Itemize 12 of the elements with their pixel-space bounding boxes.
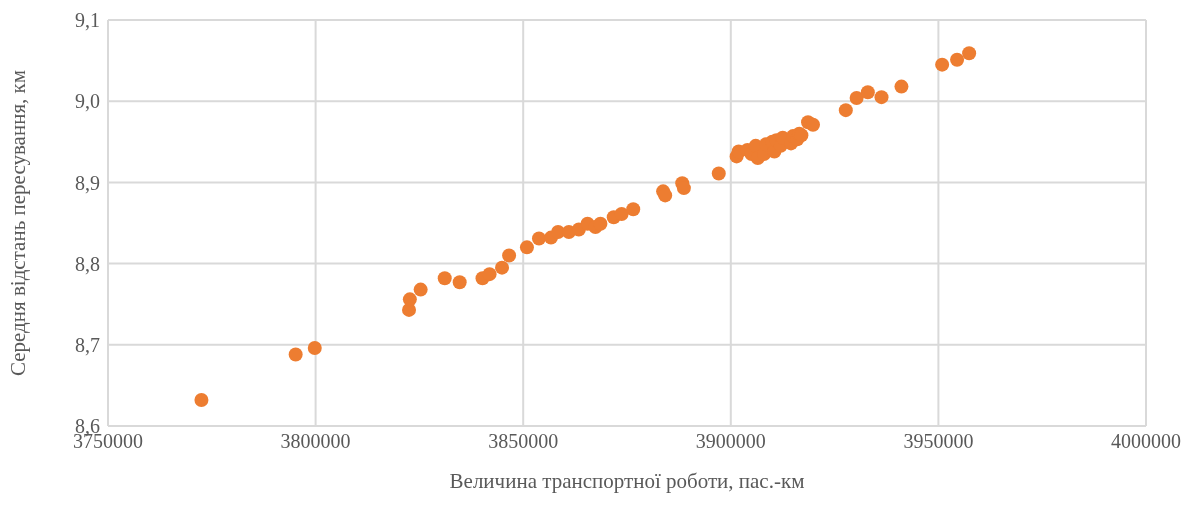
y-tick-label: 9,0 [75,90,100,113]
y-tick-label: 8,7 [75,333,100,356]
y-tick-label: 8,9 [75,171,100,194]
y-tick-label: 8,8 [75,252,100,275]
x-tick-label: 3950000 [903,430,974,453]
y-axis-title: Середня відстань пересування, км [6,69,31,377]
x-tick-label: 3800000 [280,430,351,453]
x-tick-label: 3850000 [488,430,559,453]
x-tick-label: 3900000 [695,430,766,453]
x-axis-title: Величина транспортної роботи, пас.-км [449,469,805,493]
y-tick-label: 9,1 [75,9,100,32]
x-tick-label: 4000000 [1111,430,1181,453]
